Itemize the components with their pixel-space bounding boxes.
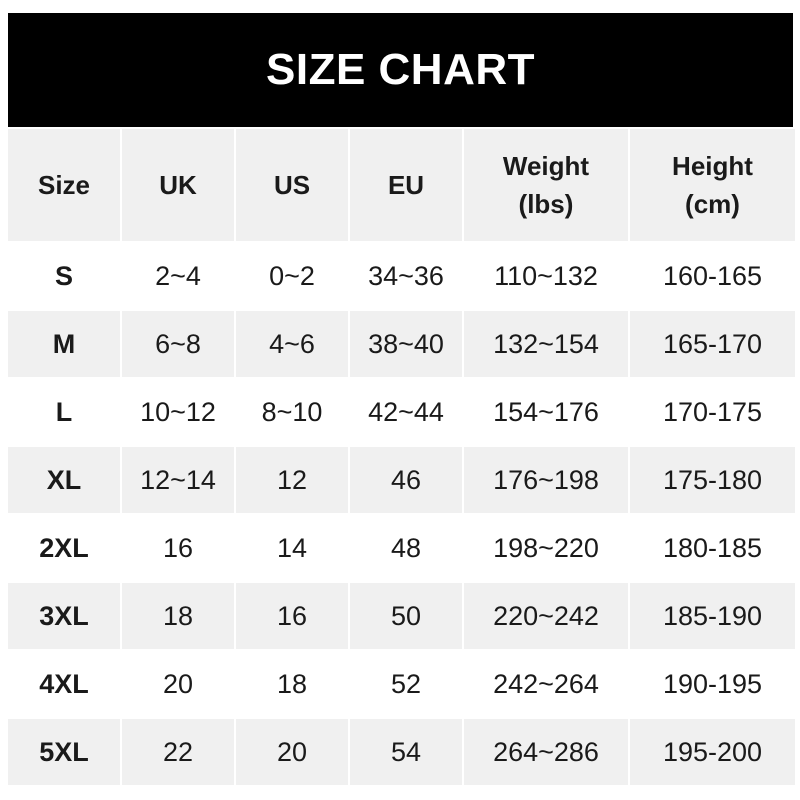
table-cell: 22: [122, 717, 234, 785]
size-label-cell: 4XL: [8, 649, 120, 717]
table-row: 4XL 20 18 52 242~264 190-195: [8, 649, 795, 717]
table-cell: 42~44: [350, 377, 462, 445]
size-table: Size UK US EU Weight (lbs) Height (cm) S 2~4 0~2 3…: [6, 127, 797, 785]
table-cell: 170-175: [630, 377, 795, 445]
table-row: M 6~8 4~6 38~40 132~154 165-170: [8, 309, 795, 377]
table-cell: 20: [122, 649, 234, 717]
table-cell: 132~154: [464, 309, 628, 377]
column-header: US: [236, 127, 348, 241]
table-cell: 12~14: [122, 445, 234, 513]
size-chart: SIZE CHART Size UK US EU Weight (lbs) Height (c…: [8, 13, 795, 785]
column-header-text: US: [273, 170, 311, 200]
table-cell: 16: [236, 581, 348, 649]
chart-title: SIZE CHART: [8, 13, 793, 127]
column-header-text: Height: [672, 151, 753, 181]
table-cell: 175-180: [630, 445, 795, 513]
table-cell: 2~4: [122, 241, 234, 309]
column-header-text: Weight: [502, 151, 590, 181]
table-cell: 220~242: [464, 581, 628, 649]
table-cell: 18: [122, 581, 234, 649]
table-cell: 110~132: [464, 241, 628, 309]
size-label-cell: 5XL: [8, 717, 120, 785]
table-cell: 160-165: [630, 241, 795, 309]
column-header-text: EU: [387, 170, 425, 200]
table-cell: 16: [122, 513, 234, 581]
table-cell: 185-190: [630, 581, 795, 649]
size-label-cell: 2XL: [8, 513, 120, 581]
table-cell: 165-170: [630, 309, 795, 377]
table-cell: 198~220: [464, 513, 628, 581]
table-row: L 10~12 8~10 42~44 154~176 170-175: [8, 377, 795, 445]
size-label-cell: XL: [8, 445, 120, 513]
table-cell: 34~36: [350, 241, 462, 309]
table-cell: 264~286: [464, 717, 628, 785]
column-header: EU: [350, 127, 462, 241]
size-label-cell: L: [8, 377, 120, 445]
table-row: 2XL 16 14 48 198~220 180-185: [8, 513, 795, 581]
table-cell: 176~198: [464, 445, 628, 513]
size-label-cell: S: [8, 241, 120, 309]
column-header-text: Size: [37, 170, 91, 200]
column-header-text: UK: [159, 170, 197, 200]
table-cell: 46: [350, 445, 462, 513]
table-cell: 50: [350, 581, 462, 649]
table-cell: 52: [350, 649, 462, 717]
table-row: 3XL 18 16 50 220~242 185-190: [8, 581, 795, 649]
column-header: Height (cm): [630, 127, 795, 241]
table-cell: 195-200: [630, 717, 795, 785]
table-cell: 48: [350, 513, 462, 581]
table-cell: 10~12: [122, 377, 234, 445]
size-label-cell: 3XL: [8, 581, 120, 649]
table-cell: 38~40: [350, 309, 462, 377]
table-cell: 8~10: [236, 377, 348, 445]
table-cell: 12: [236, 445, 348, 513]
table-row: 5XL 22 20 54 264~286 195-200: [8, 717, 795, 785]
table-cell: 18: [236, 649, 348, 717]
table-row: S 2~4 0~2 34~36 110~132 160-165: [8, 241, 795, 309]
table-cell: 4~6: [236, 309, 348, 377]
table-cell: 180-185: [630, 513, 795, 581]
table-cell: 190-195: [630, 649, 795, 717]
column-header-text: (cm): [685, 189, 740, 219]
table-row: XL 12~14 12 46 176~198 175-180: [8, 445, 795, 513]
header-row: Size UK US EU Weight (lbs) Height (cm): [8, 127, 795, 241]
size-label-cell: M: [8, 309, 120, 377]
column-header: Size: [8, 127, 120, 241]
table-cell: 0~2: [236, 241, 348, 309]
column-header: UK: [122, 127, 234, 241]
column-header: Weight (lbs): [464, 127, 628, 241]
table-cell: 20: [236, 717, 348, 785]
table-cell: 154~176: [464, 377, 628, 445]
table-cell: 242~264: [464, 649, 628, 717]
table-cell: 14: [236, 513, 348, 581]
column-header-text: (lbs): [518, 189, 574, 219]
table-cell: 54: [350, 717, 462, 785]
table-cell: 6~8: [122, 309, 234, 377]
